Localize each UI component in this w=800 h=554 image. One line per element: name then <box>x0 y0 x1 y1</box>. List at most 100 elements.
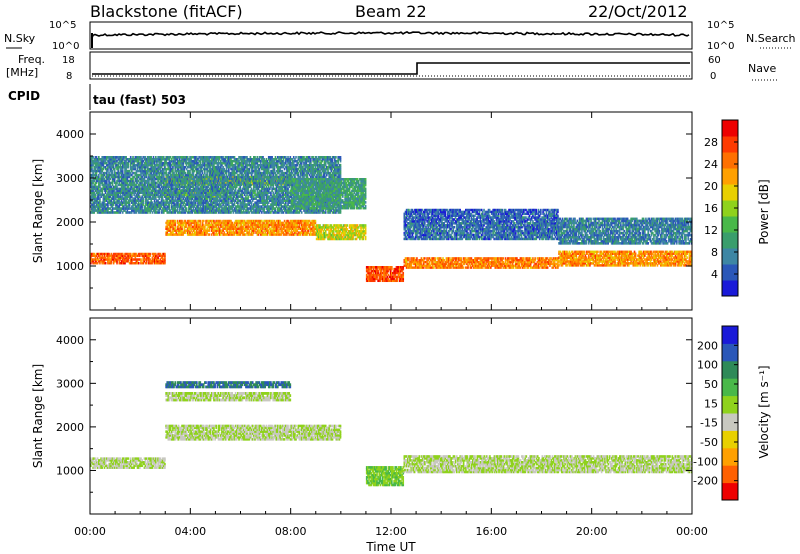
heatmap-cell <box>636 258 638 261</box>
heatmap-cell <box>579 252 582 256</box>
heatmap-cell <box>327 233 329 237</box>
heatmap-cell <box>315 237 318 241</box>
heatmap-cell <box>549 259 551 262</box>
heatmap-cell <box>583 258 586 261</box>
heatmap-cell <box>115 260 117 263</box>
heatmap-cell <box>272 219 275 223</box>
nave-tick-top: 60 <box>708 55 721 66</box>
heatmap-cell <box>483 257 485 260</box>
heatmap-cell <box>459 259 461 262</box>
heatmap-cell <box>515 262 517 266</box>
heatmap-cell <box>98 252 100 256</box>
heatmap-cell <box>628 262 630 265</box>
heatmap-cell <box>689 262 692 265</box>
heatmap-cell <box>168 233 171 236</box>
heatmap-cell <box>648 258 651 261</box>
heatmap-cell <box>664 262 667 265</box>
heatmap-cell <box>237 231 239 234</box>
heatmap-cell <box>599 250 602 254</box>
heatmap-cell <box>257 227 260 231</box>
heatmap-cell <box>416 264 418 267</box>
heatmap-cell <box>554 257 557 260</box>
heatmap-cell <box>180 229 182 232</box>
heatmap-cell <box>386 267 389 271</box>
heatmap-cell <box>638 254 640 257</box>
heatmap-cell <box>275 231 278 234</box>
heatmap-cell <box>469 260 472 264</box>
heatmap-cell <box>650 254 653 257</box>
heatmap-cell <box>468 257 471 260</box>
heatmap-cell <box>193 221 196 225</box>
heatmap-cell <box>289 233 292 236</box>
heatmap-cell <box>540 262 542 266</box>
heatmap-cell <box>197 227 199 231</box>
heatmap-cell <box>458 262 460 266</box>
heatmap-cell <box>653 262 655 265</box>
heatmap-cell <box>594 256 597 259</box>
heatmap-cell <box>294 219 296 223</box>
heatmap-cell <box>410 257 413 260</box>
heatmap-cell <box>308 223 311 227</box>
heatmap-cell <box>598 256 600 259</box>
heatmap-cell <box>570 262 573 265</box>
heatmap-cell <box>494 259 497 262</box>
heatmap-cell <box>104 252 107 256</box>
heatmap-cell <box>371 277 374 281</box>
heatmap-cell <box>256 231 259 234</box>
heatmap-cell <box>338 224 341 227</box>
heatmap-cell <box>190 229 192 232</box>
heatmap-cell <box>579 256 582 259</box>
heatmap-cell <box>439 264 442 267</box>
heatmap-cell <box>342 237 344 241</box>
heatmap-cell <box>540 259 542 262</box>
heatmap-cell <box>680 254 683 257</box>
heatmap-cell <box>354 226 357 229</box>
heatmap-cell <box>101 260 104 263</box>
heatmap-cell <box>472 260 475 264</box>
heatmap-cell <box>283 233 286 236</box>
heatmap-cell <box>469 259 472 262</box>
heatmap-cell <box>239 229 242 232</box>
heatmap-cell <box>118 258 121 261</box>
heatmap-cell <box>362 224 365 227</box>
heatmap-cell <box>443 264 445 267</box>
heatmap-cell <box>597 256 599 259</box>
heatmap-cell <box>620 258 622 261</box>
heatmap-cell <box>488 260 491 264</box>
heatmap-cell <box>166 180 169 183</box>
heatmap-cell <box>559 258 562 261</box>
heatmap-cell <box>168 227 171 231</box>
heatmap-cell <box>246 219 248 223</box>
heatmap-cell <box>112 256 115 259</box>
heatmap-cell <box>526 260 529 264</box>
heatmap-cell <box>199 225 202 229</box>
heatmap-cell <box>356 230 359 233</box>
heatmap-cell <box>658 260 661 263</box>
heatmap-cell <box>387 266 390 269</box>
heatmap-cell <box>647 256 650 259</box>
heatmap-cell <box>197 231 199 234</box>
heatmap-cell <box>630 254 632 257</box>
heatmap-cell <box>128 252 131 256</box>
heatmap-cell <box>676 258 678 261</box>
heatmap-cell <box>226 223 229 227</box>
heatmap-cell <box>296 219 299 223</box>
heatmap-cell <box>450 266 452 269</box>
heatmap-cell <box>272 233 275 236</box>
heatmap-cell <box>213 227 215 231</box>
heatmap-cell <box>672 262 675 265</box>
heatmap-cell <box>324 226 327 229</box>
heatmap-cell <box>576 262 579 265</box>
heatmap-cell <box>447 257 450 260</box>
heatmap-cell <box>560 256 563 259</box>
heatmap-cell <box>190 219 192 223</box>
heatmap-cell <box>497 264 500 267</box>
heatmap-cell <box>460 266 463 269</box>
heatmap-cell <box>373 275 376 279</box>
heatmap-cell <box>577 252 580 256</box>
heatmap-cell <box>367 279 369 283</box>
heatmap-cell <box>617 260 620 263</box>
heatmap-cell <box>229 219 231 223</box>
heatmap-cell <box>215 225 218 229</box>
heatmap-cell <box>339 226 342 229</box>
